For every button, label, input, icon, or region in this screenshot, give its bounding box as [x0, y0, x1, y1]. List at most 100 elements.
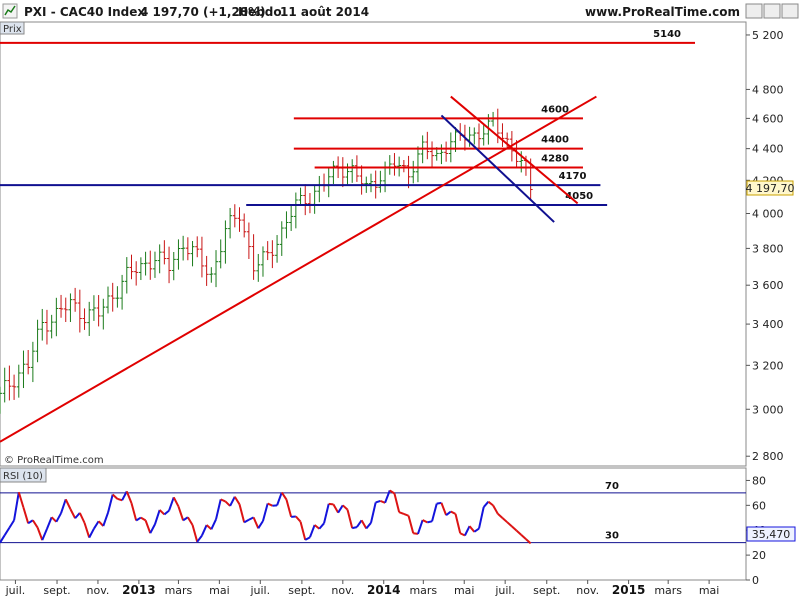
window-buttons[interactable]: [745, 3, 799, 19]
price-panel-tab[interactable]: [0, 21, 25, 35]
rsi-segment: [262, 503, 269, 522]
level-label: 4280: [541, 153, 569, 164]
rsi-segment: [135, 516, 142, 522]
x-tick-label: juil.: [494, 584, 515, 597]
window-button[interactable]: [745, 3, 763, 19]
rsi-panel-tab[interactable]: [0, 467, 47, 483]
rsi-segment: [370, 502, 377, 524]
rsi-segment: [384, 490, 391, 504]
y-tick-label: 4 800: [752, 83, 784, 96]
rsi-segment: [276, 492, 283, 506]
rsi-segment: [243, 518, 250, 524]
source-link[interactable]: www.ProRealTime.com: [585, 5, 740, 19]
rsi-segment: [201, 524, 208, 536]
rsi-tick-label: 80: [752, 474, 766, 487]
header-bar: [0, 0, 800, 22]
rsi-segment: [168, 496, 175, 511]
rsi-segment: [78, 512, 86, 524]
y-tick-label: 5 200: [752, 29, 784, 42]
x-tick-label: 2013: [122, 583, 155, 597]
rsi-segment: [487, 500, 494, 507]
rsi-level-label: 70: [605, 481, 619, 492]
level-label: 5140: [653, 29, 681, 40]
rsi-segment: [112, 493, 119, 500]
rsi-level-label: 30: [605, 531, 619, 542]
rsi-segment: [140, 516, 147, 522]
rsi-segment: [117, 497, 123, 502]
rsi-segment: [60, 498, 67, 514]
x-tick-label: 2014: [367, 583, 400, 597]
rsi-tick-label: 20: [752, 549, 766, 562]
x-tick-label: mars: [654, 584, 682, 597]
x-tick-label: juil.: [249, 584, 270, 597]
rsi-segment: [285, 499, 293, 518]
rsi-segment: [393, 493, 401, 513]
rsi-segment: [191, 524, 199, 543]
level-label: 4170: [559, 171, 587, 182]
rsi-segment: [431, 503, 438, 522]
level-label: 4400: [541, 135, 569, 146]
rsi-segment: [295, 515, 302, 523]
rsi-segment: [83, 522, 91, 538]
rsi-segment: [88, 528, 95, 539]
x-tick-label: sept.: [43, 584, 70, 597]
y-tick-label: 3 800: [752, 242, 784, 255]
watermark: © ProRealTime.com: [4, 455, 104, 466]
rsi-segment: [375, 499, 381, 504]
rsi-tick-label: 60: [752, 499, 766, 512]
rsi-segment: [403, 512, 409, 517]
y-tick-label: 2 800: [752, 450, 784, 463]
rsi-segment: [459, 532, 466, 537]
last-price-badge-text: 4 197,70: [746, 182, 795, 195]
rsi-segment: [149, 523, 156, 534]
rsi-segment: [337, 504, 344, 514]
rsi-segment: [492, 504, 499, 515]
rsi-segment: [186, 516, 194, 526]
window-button[interactable]: [781, 3, 799, 19]
rsi-segment: [22, 507, 30, 524]
rsi-segment: [107, 494, 114, 513]
x-tick-label: nov.: [576, 584, 599, 597]
rsi-segment: [309, 524, 316, 538]
rsi-panel-label: RSI (10): [3, 471, 43, 482]
rsi-segment: [520, 534, 527, 540]
rsi-segment: [346, 509, 354, 529]
rsi-segment: [41, 528, 48, 541]
rsi-segment: [332, 503, 339, 514]
y-tick-label: 3 000: [752, 403, 784, 416]
rsi-segment: [525, 538, 532, 545]
rsi-line: 70 30: [0, 481, 746, 545]
rsi-segment: [50, 516, 58, 523]
y-tick-label: 4 400: [752, 143, 784, 156]
chart-icon[interactable]: [2, 3, 18, 19]
rsi-segment: [215, 499, 222, 520]
rsi-segment: [468, 525, 476, 533]
rsi-segment: [74, 512, 81, 519]
rsi-segment: [365, 522, 372, 530]
rsi-segment: [36, 527, 44, 541]
y-tick-label: 4 600: [752, 112, 784, 125]
rsi-segment: [304, 536, 311, 541]
rsi-segment: [445, 510, 452, 516]
rsi-segment: [473, 527, 480, 533]
rsi-tick-label: 0: [752, 574, 759, 587]
rsi-segment: [224, 500, 231, 507]
rsi-segment: [257, 520, 264, 529]
rsi-segment: [205, 524, 212, 531]
window-button[interactable]: [763, 3, 781, 19]
rsi-segment: [450, 510, 456, 515]
rsi-segment: [17, 491, 25, 508]
rsi-segment: [280, 491, 288, 501]
rsi-segment: [506, 521, 513, 528]
symbol-title: PXI - CAC40 Index: [24, 5, 145, 19]
rsi-segment: [130, 502, 138, 521]
rsi-segment: [0, 534, 6, 544]
price-panel: [0, 21, 747, 467]
rsi-panel: [0, 467, 747, 581]
rsi-segment: [238, 504, 246, 523]
rsi-segment: [427, 520, 433, 524]
x-tick-label: mars: [409, 584, 437, 597]
x-tick-label: 2015: [612, 583, 645, 597]
rsi-value-badge-text: 35,470: [752, 528, 791, 541]
